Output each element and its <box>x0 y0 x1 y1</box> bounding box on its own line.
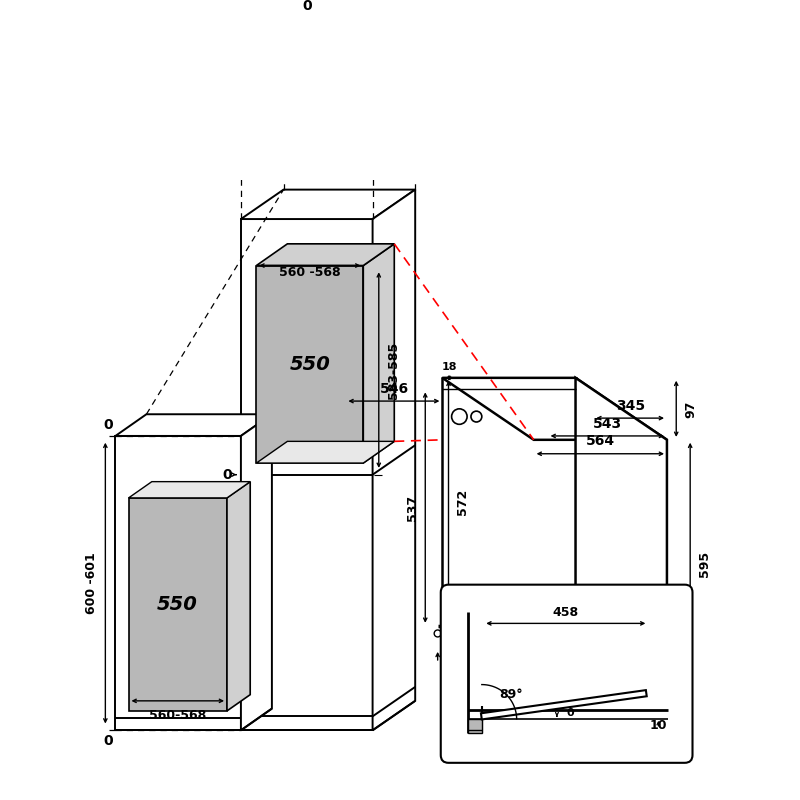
Polygon shape <box>575 378 667 688</box>
Polygon shape <box>115 414 272 436</box>
Text: 10: 10 <box>650 719 667 732</box>
Text: 0: 0 <box>302 0 311 13</box>
Text: 550: 550 <box>290 355 330 374</box>
Polygon shape <box>468 719 482 734</box>
Text: 595: 595 <box>496 644 522 657</box>
FancyBboxPatch shape <box>441 585 693 763</box>
Text: 560-568: 560-568 <box>149 709 206 722</box>
Polygon shape <box>481 690 646 719</box>
Polygon shape <box>129 498 227 711</box>
Text: 537: 537 <box>406 494 419 521</box>
Polygon shape <box>257 266 363 463</box>
Text: 0: 0 <box>104 734 114 748</box>
Polygon shape <box>257 244 394 266</box>
Text: 0: 0 <box>566 708 574 718</box>
Text: 550: 550 <box>157 595 198 614</box>
Text: 560 -568: 560 -568 <box>279 266 341 278</box>
Polygon shape <box>241 190 415 219</box>
Text: 595: 595 <box>698 550 711 577</box>
Text: 89°: 89° <box>499 688 523 701</box>
Text: 18: 18 <box>442 362 457 373</box>
Text: 600 -601: 600 -601 <box>85 552 98 614</box>
Text: 564: 564 <box>586 434 615 448</box>
Polygon shape <box>115 436 241 730</box>
Polygon shape <box>241 414 272 730</box>
Polygon shape <box>373 190 415 730</box>
Polygon shape <box>227 482 250 711</box>
Text: 0: 0 <box>222 468 232 482</box>
Text: 0: 0 <box>104 418 114 432</box>
Text: 345: 345 <box>616 399 645 414</box>
Polygon shape <box>241 219 373 730</box>
Polygon shape <box>442 378 667 440</box>
Text: 583-585: 583-585 <box>386 342 399 398</box>
Polygon shape <box>129 482 250 498</box>
Polygon shape <box>442 378 575 626</box>
Text: 97: 97 <box>684 400 697 418</box>
Polygon shape <box>257 442 394 463</box>
Text: 543: 543 <box>593 418 622 431</box>
Text: 20: 20 <box>441 658 458 671</box>
Text: 546: 546 <box>380 382 409 396</box>
Text: 5: 5 <box>442 638 450 648</box>
Text: 572: 572 <box>456 489 470 515</box>
Text: 458: 458 <box>553 606 579 618</box>
Polygon shape <box>363 244 394 463</box>
